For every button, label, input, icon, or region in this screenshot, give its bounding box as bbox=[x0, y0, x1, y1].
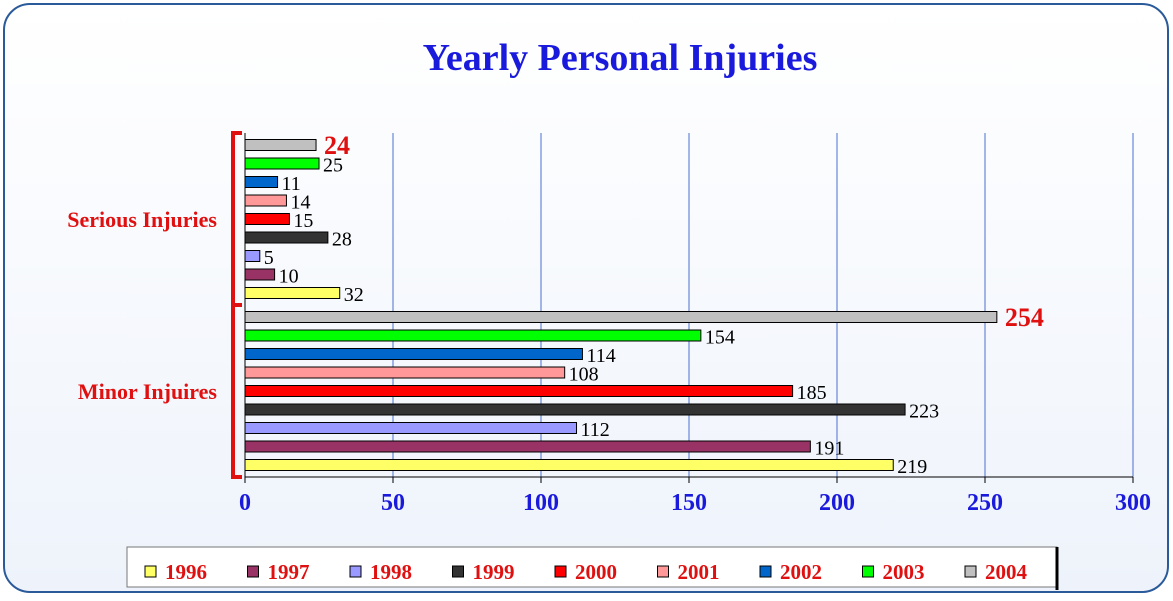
x-tick-label: 300 bbox=[1115, 490, 1151, 516]
bar bbox=[244, 329, 702, 342]
chart-title: Yearly Personal Injuries bbox=[423, 37, 818, 79]
legend bbox=[126, 546, 1058, 588]
value-label: 254 bbox=[1005, 303, 1044, 332]
bar bbox=[244, 213, 290, 225]
value-label: 5 bbox=[264, 247, 274, 269]
bar bbox=[244, 459, 894, 471]
bar bbox=[244, 422, 578, 434]
bar bbox=[244, 139, 317, 151]
bar bbox=[244, 311, 998, 323]
bar bbox=[244, 403, 906, 416]
legend-label: 1999 bbox=[473, 560, 515, 584]
legend-label: 1998 bbox=[370, 560, 412, 584]
value-label: 32 bbox=[344, 284, 364, 306]
legend-label: 1996 bbox=[165, 560, 207, 584]
value-label: 11 bbox=[282, 173, 301, 195]
bar bbox=[244, 287, 341, 299]
y-tick-label: Serious Injuries bbox=[67, 207, 217, 232]
value-label: 28 bbox=[332, 229, 352, 251]
value-label: 219 bbox=[897, 456, 927, 478]
bar bbox=[244, 366, 566, 379]
legend-swatch bbox=[452, 565, 464, 578]
bracket bbox=[231, 131, 242, 479]
x-tick-label: 0 bbox=[239, 490, 251, 516]
value-label: 154 bbox=[705, 327, 735, 349]
legend-swatch bbox=[144, 565, 157, 578]
legend-label: 2003 bbox=[883, 560, 925, 584]
value-label: 223 bbox=[909, 401, 939, 423]
legend-swatch bbox=[554, 565, 567, 578]
bar bbox=[244, 194, 287, 207]
value-label: 24 bbox=[324, 131, 350, 160]
value-label: 25 bbox=[323, 155, 343, 177]
legend-swatch bbox=[247, 565, 259, 578]
legend-swatch bbox=[349, 565, 362, 578]
value-label: 185 bbox=[797, 382, 827, 404]
value-label: 15 bbox=[293, 210, 313, 232]
legend-swatch bbox=[862, 565, 874, 578]
bar bbox=[244, 231, 329, 244]
bar bbox=[244, 348, 583, 360]
legend-swatch bbox=[964, 565, 977, 578]
legend-swatch bbox=[759, 565, 772, 578]
legend-swatch bbox=[657, 565, 669, 578]
value-label: 14 bbox=[290, 192, 310, 214]
legend-label: 2001 bbox=[678, 560, 720, 584]
value-label: 112 bbox=[581, 419, 610, 441]
legend-label: 2000 bbox=[575, 560, 617, 584]
value-label: 108 bbox=[569, 364, 599, 386]
bar bbox=[244, 176, 279, 188]
value-label: 191 bbox=[814, 438, 844, 460]
x-tick-label: 200 bbox=[819, 490, 855, 516]
bar bbox=[244, 250, 261, 262]
value-label: 114 bbox=[586, 345, 615, 367]
legend-label: 2002 bbox=[780, 560, 822, 584]
x-tick-label: 250 bbox=[967, 490, 1003, 516]
value-label: 10 bbox=[279, 266, 299, 288]
x-tick-label: 100 bbox=[523, 490, 559, 516]
bar bbox=[244, 440, 811, 453]
y-tick-label: Minor Injuires bbox=[78, 379, 218, 404]
legend-label: 1997 bbox=[268, 560, 310, 584]
bar bbox=[244, 157, 320, 170]
x-tick-label: 50 bbox=[381, 490, 405, 516]
x-tick-label: 150 bbox=[671, 490, 707, 516]
bar bbox=[244, 268, 276, 281]
legend-label: 2004 bbox=[985, 560, 1028, 584]
bar bbox=[244, 385, 794, 397]
